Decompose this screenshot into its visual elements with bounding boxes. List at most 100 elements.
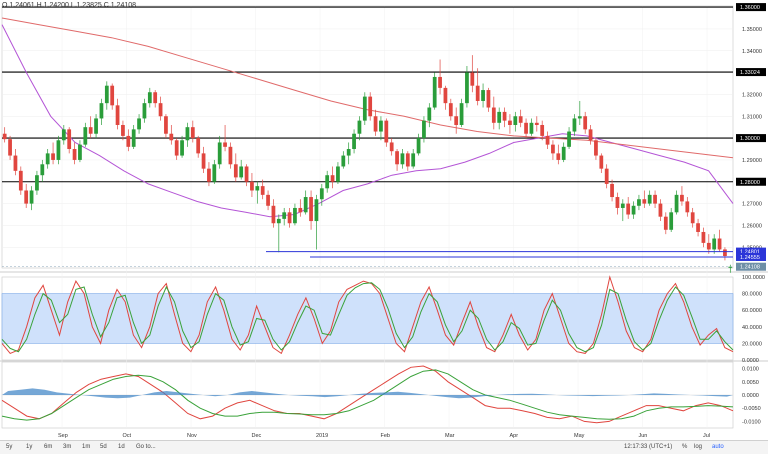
support-label: 1.24555: [740, 255, 760, 261]
price-tick-label: 1.26000: [742, 223, 762, 229]
candle-body: [540, 124, 545, 136]
candle-body: [180, 140, 184, 156]
candle-body: [330, 175, 335, 182]
candle-body: [99, 103, 104, 119]
candle-body: [599, 155, 604, 169]
timeframe-button[interactable]: 5d: [100, 444, 107, 450]
macd-tick-label: -0.0050: [742, 406, 761, 412]
time-tick-label: Jul: [703, 433, 710, 439]
candle-body: [620, 203, 625, 208]
candle-body: [669, 212, 674, 230]
candle-body: [228, 146, 233, 165]
level-label: 1.36000: [740, 5, 760, 11]
support-label-box: [736, 252, 766, 261]
auto-toggle[interactable]: auto: [712, 444, 724, 450]
candle-body: [115, 105, 120, 125]
time-tick-label: Mar: [445, 433, 455, 439]
candle-body: [470, 72, 475, 86]
stoch-tick-label: 0.0000: [742, 358, 759, 364]
candle-body: [604, 168, 609, 184]
level-label-box: [736, 177, 766, 186]
candle-body: [174, 140, 179, 156]
stoch-line: [1, 282, 734, 353]
candle-body: [276, 218, 281, 224]
candle-body: [486, 90, 491, 108]
candle-body: [728, 266, 733, 268]
clock-readout: 12:17:33 (UTC+1): [624, 444, 673, 450]
candle-body: [685, 201, 690, 213]
candle-body: [126, 135, 131, 147]
candle-body: [78, 144, 82, 160]
candle-body: [51, 153, 55, 160]
candle-body: [164, 116, 168, 134]
candle-body: [647, 194, 652, 204]
candle-body: [239, 166, 244, 178]
stoch-tick-label: 100.0000: [742, 275, 765, 281]
goto-date-button[interactable]: Go to...: [136, 444, 156, 450]
candle-body: [497, 111, 502, 123]
candle-body: [255, 186, 260, 191]
candle-body: [142, 103, 147, 119]
price-tick-label: 1.29000: [742, 158, 762, 164]
candle-body: [336, 166, 340, 182]
candle-body: [352, 133, 356, 150]
candle-body: [513, 116, 518, 125]
candle-body: [706, 242, 711, 250]
candle-body: [72, 149, 77, 160]
candle-body: [443, 87, 448, 104]
candle-body: [545, 135, 550, 145]
pane-frame: [1, 5, 734, 269]
candle-body: [201, 153, 206, 169]
support-label: 1.24801: [740, 250, 760, 256]
level-label: 1.28000: [740, 180, 760, 186]
candle-body: [696, 223, 700, 232]
percent-toggle[interactable]: %: [682, 444, 688, 450]
candle-body: [293, 207, 297, 224]
level-label: 1.33024: [740, 70, 760, 76]
candle-body: [137, 118, 141, 130]
candle-body: [588, 129, 593, 141]
candle-body: [303, 197, 308, 213]
timeframe-button[interactable]: 6m: [44, 444, 53, 450]
candle-body: [368, 96, 373, 117]
stoch-tick-label: 20.0000: [742, 341, 762, 347]
candle-body: [217, 142, 222, 165]
candle-body: [61, 129, 66, 141]
candle-body: [2, 133, 7, 140]
level-label: 1.30000: [740, 136, 760, 142]
timeframe-button[interactable]: 1d: [118, 444, 125, 450]
time-tick-label: Feb: [381, 433, 390, 439]
candle-body: [723, 249, 727, 256]
stoch-tick-label: 40.0000: [742, 325, 762, 331]
candle-body: [642, 199, 647, 204]
candle-body: [88, 127, 93, 134]
candle-body: [271, 205, 276, 224]
candle-body: [432, 76, 437, 108]
timeframe-button[interactable]: 3m: [63, 444, 72, 450]
log-toggle[interactable]: log: [694, 444, 703, 450]
candle-body: [13, 155, 18, 171]
candle-body: [319, 188, 324, 200]
timeframe-button[interactable]: 1y: [26, 444, 33, 450]
macd-tick-label: -0.0100: [742, 419, 761, 425]
candle-body: [190, 127, 195, 139]
candle-body: [282, 212, 287, 219]
candle-body: [260, 186, 265, 195]
level-label-box: [736, 68, 766, 77]
candle-body: [29, 190, 34, 204]
level-label-box: [736, 134, 766, 143]
timeframe-button[interactable]: 1m: [82, 444, 91, 450]
candle-body: [185, 127, 190, 141]
candle-body: [481, 90, 485, 101]
price-tick-label: 1.35000: [742, 27, 762, 33]
candle-body: [212, 164, 217, 182]
timeframe-button[interactable]: 5y: [6, 444, 13, 450]
candle-body: [196, 138, 201, 154]
candle-body: [94, 118, 98, 134]
price-tick-label: 1.32000: [742, 92, 762, 98]
candle-body: [384, 120, 389, 143]
candle-body: [121, 124, 125, 136]
candle-body: [169, 133, 174, 141]
